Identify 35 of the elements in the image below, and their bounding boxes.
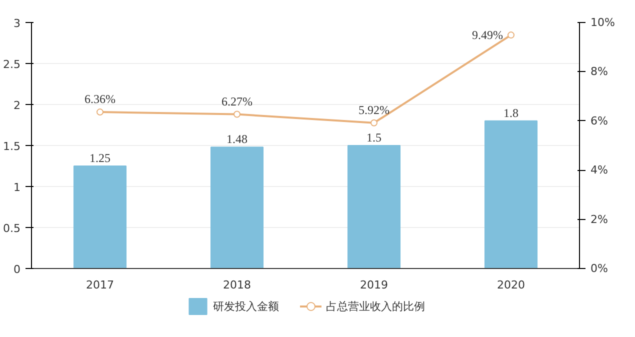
y-tick-label: 0 xyxy=(14,263,20,276)
y2-tick-label: 2% xyxy=(590,212,608,226)
bar xyxy=(484,120,538,268)
y2-tick-label: 8% xyxy=(590,65,608,78)
y2-tick-label: 10% xyxy=(590,16,615,29)
data-label: 1.8 xyxy=(504,106,518,120)
bar xyxy=(73,166,127,268)
data-label: 6.27% xyxy=(222,94,252,108)
data-label: 1.5 xyxy=(366,130,382,144)
x-tick-label: 2018 xyxy=(223,278,252,292)
y2-tick-label: 4% xyxy=(590,164,608,177)
data-label: 6.36% xyxy=(84,92,116,106)
point xyxy=(508,32,514,39)
y-tick-label: 2.5 xyxy=(3,58,21,71)
y-tick-label: 1 xyxy=(14,181,20,194)
y-tick-label: 1.5 xyxy=(3,140,21,153)
data-label: 9.49% xyxy=(472,28,504,42)
y2-tick-label: 0% xyxy=(590,262,608,275)
point xyxy=(370,119,378,126)
bar xyxy=(210,146,264,268)
x-tick-label: 2019 xyxy=(360,278,388,292)
data-label: 5.92% xyxy=(358,102,390,117)
data-label: 1.48 xyxy=(226,132,248,146)
x-tick-label: 2020 xyxy=(497,278,526,292)
y-tick-label: 3 xyxy=(14,17,20,30)
y-tick-label: 2 xyxy=(14,99,20,112)
x-tick-label: 2017 xyxy=(86,278,114,292)
legend-label: 占总营业收入的比例 xyxy=(326,298,425,314)
legend-label: 研发投入金额 xyxy=(213,298,279,314)
y-tick-label: 0.5 xyxy=(3,222,21,235)
bar xyxy=(347,145,401,268)
data-label: 1.25 xyxy=(90,151,110,165)
point xyxy=(234,110,240,118)
point xyxy=(96,108,104,116)
y2-tick-label: 6% xyxy=(590,114,608,128)
